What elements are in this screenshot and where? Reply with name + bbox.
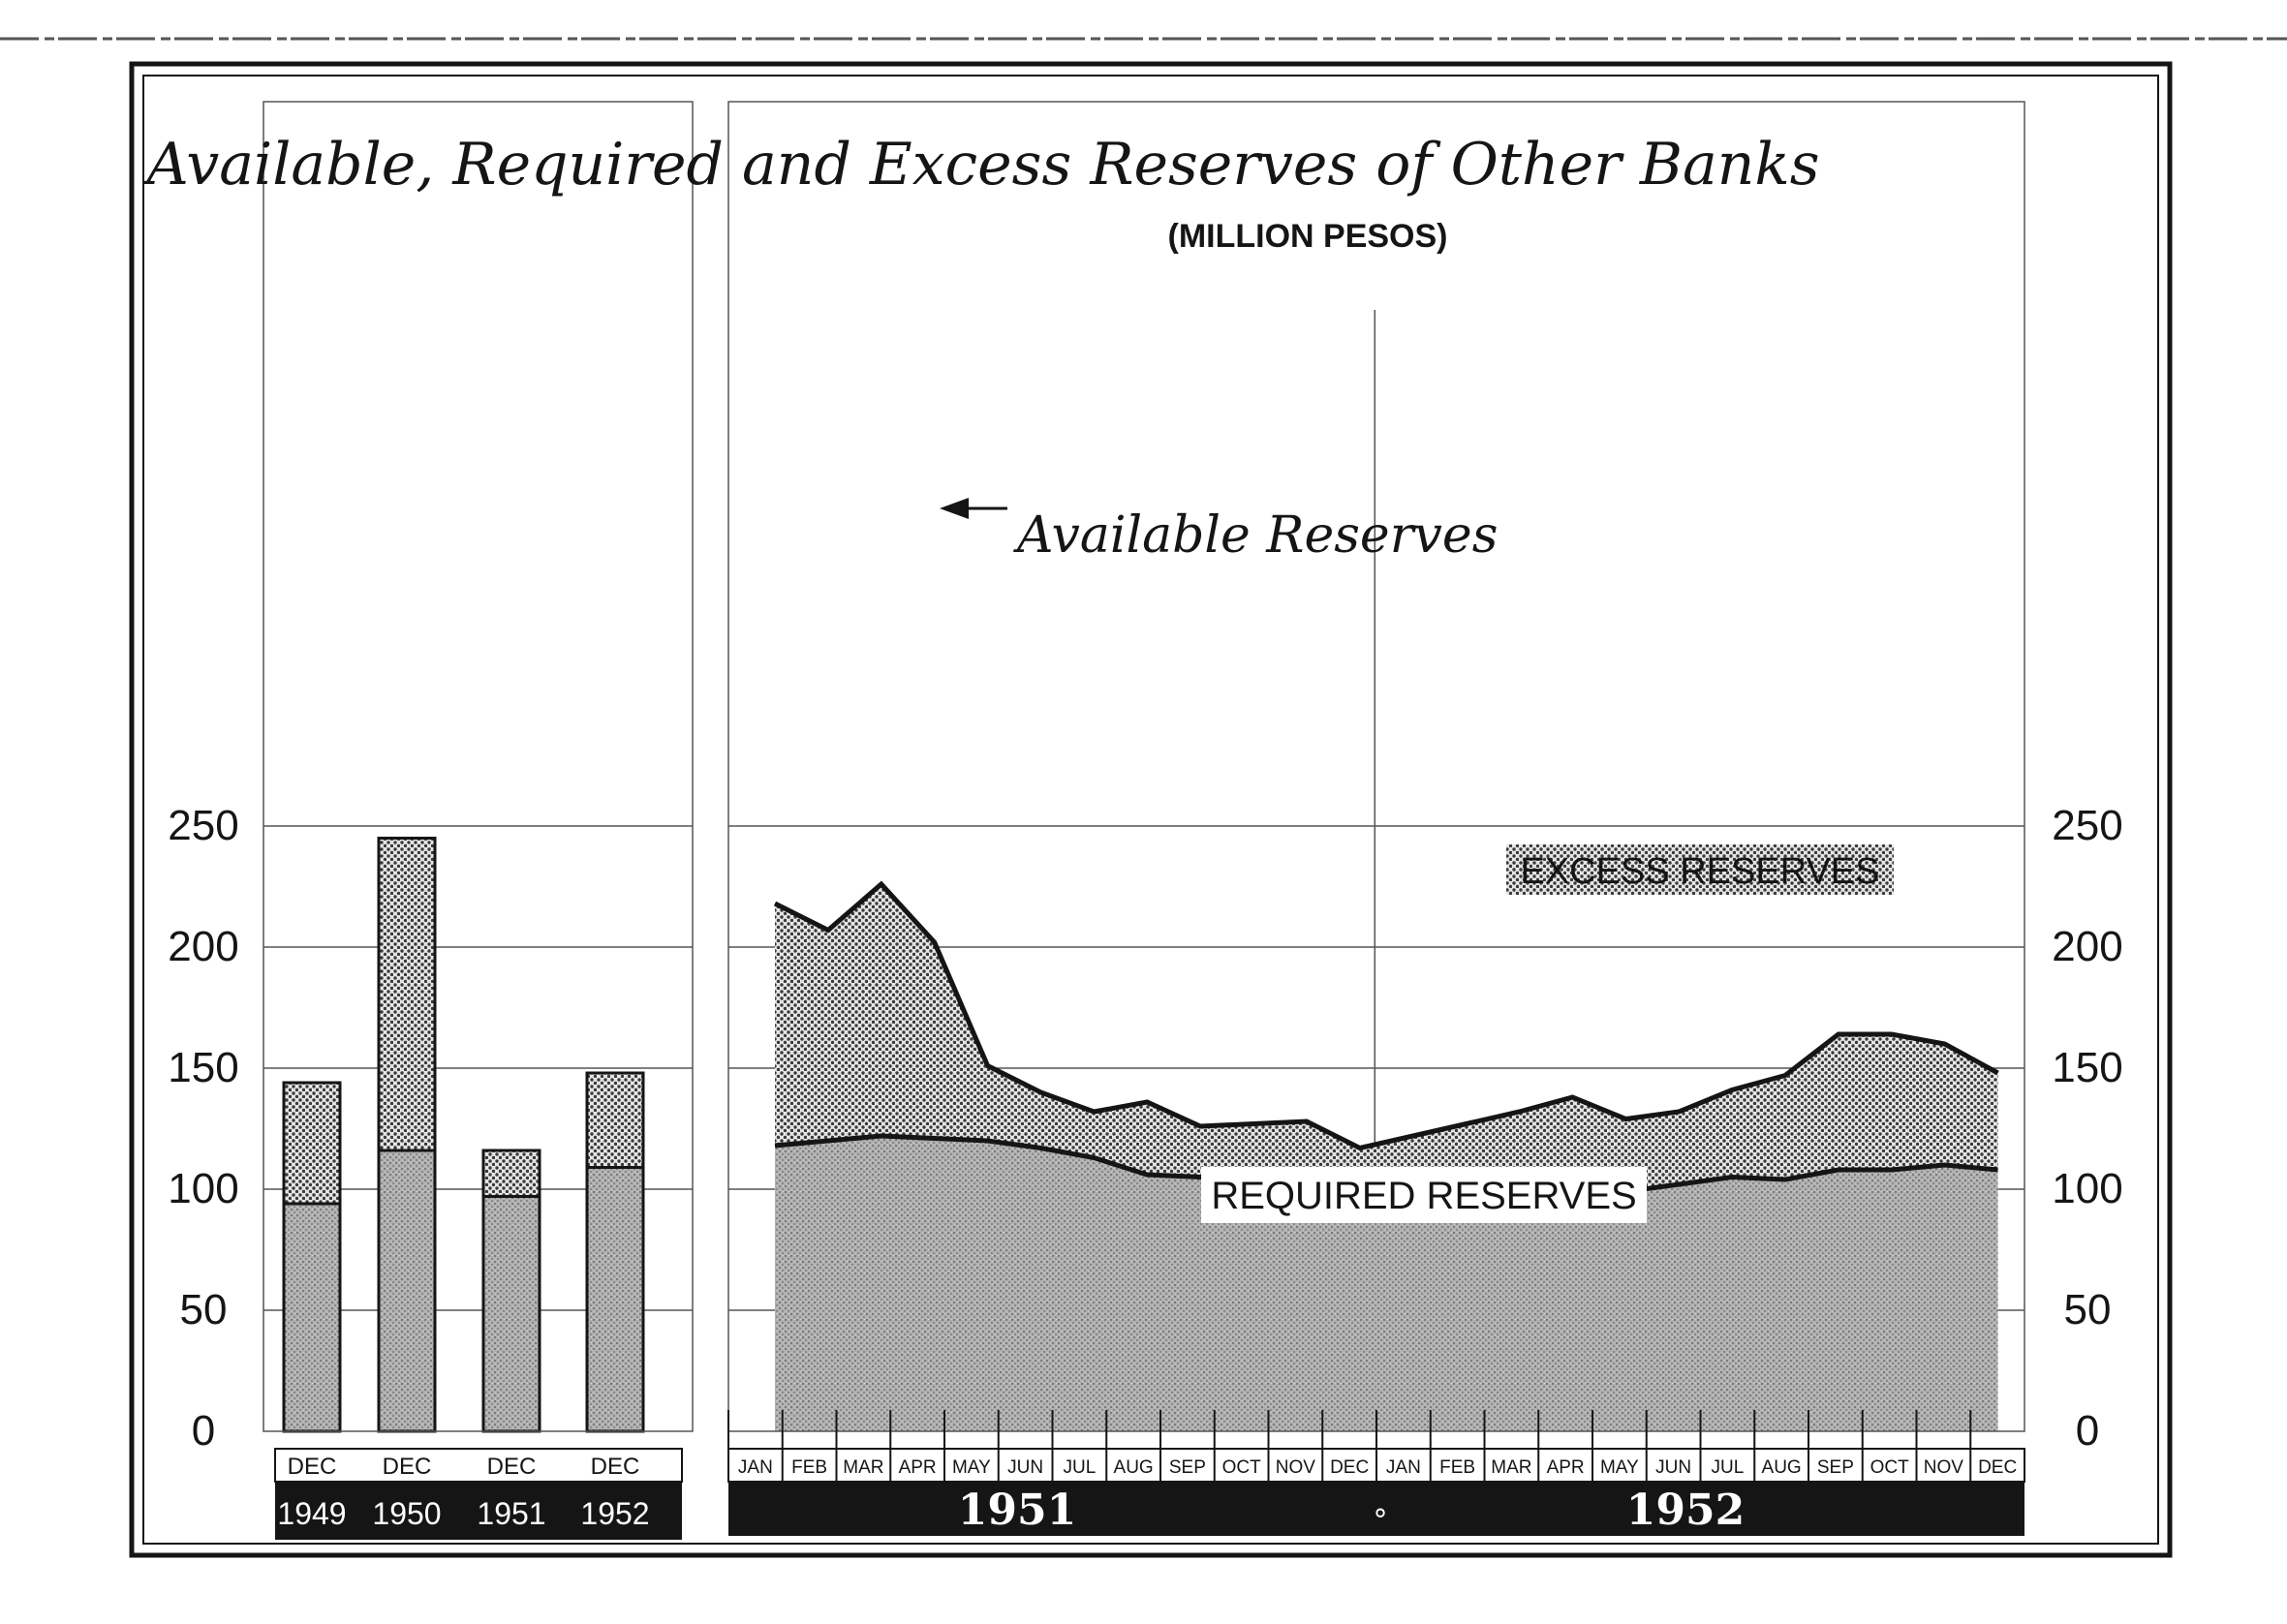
month-label: JAN bbox=[738, 1457, 773, 1478]
outer-frame bbox=[129, 61, 2173, 1558]
month-label: FEB bbox=[1439, 1457, 1475, 1478]
month-label: NOV bbox=[1276, 1457, 1316, 1478]
month-label: JAN bbox=[1386, 1457, 1421, 1478]
year-label-1951: 1951 bbox=[958, 1486, 1076, 1535]
bar-month-label: DEC bbox=[383, 1454, 432, 1480]
bar-month-label: DEC bbox=[288, 1454, 337, 1480]
bar-excess bbox=[377, 837, 437, 1152]
month-label: SEP bbox=[1817, 1457, 1854, 1478]
month-label: DEC bbox=[1330, 1457, 1369, 1478]
month-label: FEB bbox=[791, 1457, 827, 1478]
month-label: NOV bbox=[1924, 1457, 1964, 1478]
month-label: JUN bbox=[1007, 1457, 1043, 1478]
chart-subtitle: (MILLION PESOS) bbox=[1168, 218, 1448, 255]
y-tick-label-left: 250 bbox=[168, 802, 238, 849]
y-tick-label-right: 50 bbox=[2064, 1286, 2112, 1333]
bar-required bbox=[585, 1166, 645, 1433]
y-tick-label-right: 200 bbox=[2052, 923, 2122, 970]
available-arrow-head bbox=[940, 498, 969, 519]
year-center-mark: ∘ bbox=[1372, 1497, 1390, 1529]
bar-required bbox=[282, 1202, 342, 1433]
month-label: MAY bbox=[952, 1457, 991, 1478]
available-reserves-line bbox=[773, 880, 1999, 1151]
bar-excess bbox=[282, 1081, 342, 1206]
excess-reserves-label: EXCESS RESERVES bbox=[1520, 851, 1879, 892]
excess-label-bg bbox=[1506, 844, 1894, 895]
month-label: JUL bbox=[1711, 1457, 1744, 1478]
bar-required bbox=[377, 1149, 437, 1433]
axes bbox=[263, 101, 2025, 1540]
month-label: SEP bbox=[1169, 1457, 1206, 1478]
bar-month-label: DEC bbox=[591, 1454, 640, 1480]
month-label: APR bbox=[899, 1457, 937, 1478]
year-strip bbox=[728, 1482, 2024, 1536]
month-label: MAR bbox=[1491, 1457, 1531, 1478]
month-label: MAR bbox=[843, 1457, 883, 1478]
chart-title: Available, Required and Excess Reserves … bbox=[141, 131, 1819, 199]
y-tick-label-right: 0 bbox=[2076, 1407, 2099, 1455]
bar-year-label: 1951 bbox=[477, 1496, 545, 1531]
bar-month-label: DEC bbox=[487, 1454, 537, 1480]
month-label: JUN bbox=[1655, 1457, 1691, 1478]
required-label-bg bbox=[1201, 1167, 1647, 1223]
month-label: OCT bbox=[1222, 1457, 1262, 1478]
bar-year-label: 1952 bbox=[580, 1496, 649, 1531]
month-label: AUG bbox=[1762, 1457, 1802, 1478]
chart-text: Available, Required and Excess Reserves … bbox=[141, 131, 2122, 1535]
bar-month-strip bbox=[274, 1448, 683, 1483]
bar-excess bbox=[585, 1071, 645, 1169]
y-tick-label-right: 250 bbox=[2052, 802, 2122, 849]
left-panel-frame bbox=[263, 101, 694, 1432]
y-tick-label-left: 100 bbox=[168, 1165, 238, 1212]
month-label: APR bbox=[1547, 1457, 1585, 1478]
y-tick-label-left: 50 bbox=[180, 1286, 228, 1333]
bar-year-label: 1949 bbox=[277, 1496, 346, 1531]
bar-required bbox=[481, 1195, 541, 1433]
inner-frame bbox=[142, 75, 2159, 1545]
bar-excess bbox=[481, 1149, 541, 1198]
excess-reserves-area bbox=[775, 884, 1998, 1199]
y-tick-label-left: 0 bbox=[192, 1407, 215, 1455]
required-reserves-label: REQUIRED RESERVES bbox=[1211, 1175, 1636, 1217]
y-tick-label-left: 200 bbox=[168, 923, 238, 970]
month-label: MAY bbox=[1600, 1457, 1639, 1478]
y-tick-label-right: 100 bbox=[2052, 1165, 2122, 1212]
year-label-1952: 1952 bbox=[1626, 1486, 1745, 1535]
y-tick-label-right: 150 bbox=[2052, 1044, 2122, 1091]
bar-year-strip bbox=[275, 1482, 682, 1540]
monthly-area-chart bbox=[773, 880, 1999, 1431]
month-label: DEC bbox=[1978, 1457, 2017, 1478]
bar-year-label: 1950 bbox=[372, 1496, 441, 1531]
month-label: JUL bbox=[1063, 1457, 1096, 1478]
available-reserves-label: Available Reserves bbox=[1013, 506, 1498, 565]
required-reserves-area bbox=[775, 1136, 1998, 1431]
month-label: OCT bbox=[1870, 1457, 1910, 1478]
month-label: AUG bbox=[1114, 1457, 1154, 1478]
subtitle-mask bbox=[1114, 213, 1501, 260]
annual-bars bbox=[282, 837, 645, 1433]
y-tick-label-left: 150 bbox=[168, 1044, 238, 1091]
